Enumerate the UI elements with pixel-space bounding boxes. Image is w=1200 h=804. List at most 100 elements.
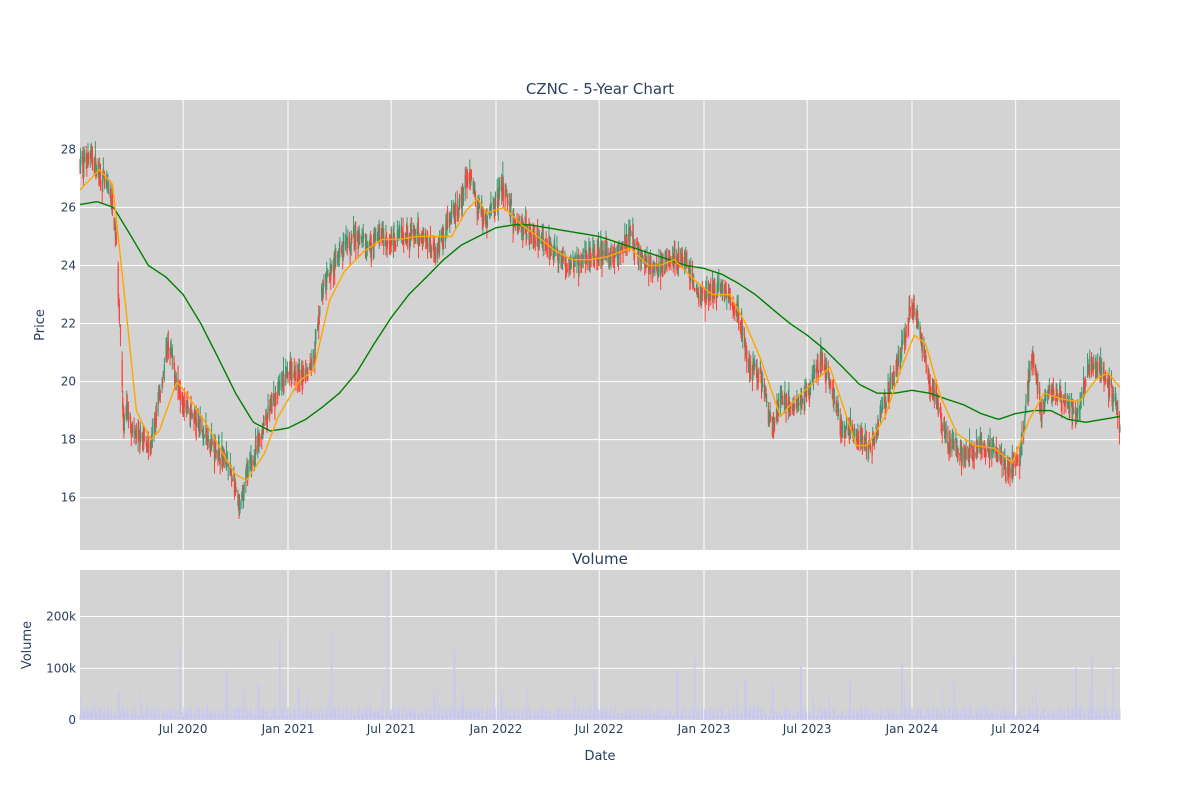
volume-bar xyxy=(134,714,136,720)
volume-bar xyxy=(375,708,377,720)
candle-body xyxy=(102,172,104,184)
volume-bar xyxy=(459,711,460,720)
volume-bar xyxy=(393,708,395,720)
volume-bar xyxy=(794,714,796,720)
volume-bar xyxy=(685,716,687,720)
volume-bar xyxy=(1079,706,1081,720)
volume-bar xyxy=(213,711,215,720)
volume-bar xyxy=(114,710,116,720)
volume-bar xyxy=(952,714,954,720)
volume-bar xyxy=(342,708,344,720)
candle-body xyxy=(812,368,815,381)
candle-body xyxy=(231,477,233,482)
volume-bar xyxy=(832,717,834,720)
volume-bar xyxy=(722,712,724,720)
volume-bar xyxy=(210,709,211,720)
volume-bar xyxy=(596,706,598,720)
volume-bar xyxy=(137,715,139,720)
candle-body xyxy=(319,308,321,314)
candle-body xyxy=(697,291,699,294)
volume-bar xyxy=(257,683,259,720)
volume-bar xyxy=(269,711,271,720)
volume-bar xyxy=(92,711,93,720)
volume-bar xyxy=(553,714,555,720)
volume-bar xyxy=(85,707,87,720)
candle-body xyxy=(496,189,498,198)
candle-body xyxy=(570,261,572,269)
candle-body xyxy=(618,241,620,258)
volume-bar xyxy=(161,717,163,720)
volume-bar xyxy=(182,717,184,720)
volume-bar xyxy=(263,711,264,720)
candle-body xyxy=(996,451,999,459)
candle-body xyxy=(909,307,911,311)
volume-bar xyxy=(301,716,303,720)
candle-body xyxy=(298,369,300,379)
volume-bar xyxy=(1044,716,1046,720)
volume-bar xyxy=(306,697,308,720)
volume-bar xyxy=(676,670,678,720)
volume-bar xyxy=(580,710,582,720)
candle-body xyxy=(833,393,836,395)
volume-bar xyxy=(461,713,463,720)
volume-bar xyxy=(1033,713,1035,720)
candle-body xyxy=(754,363,756,367)
volume-bar xyxy=(568,709,570,720)
candle-body xyxy=(764,387,767,394)
candle-body xyxy=(558,257,560,264)
volume-bar xyxy=(100,709,101,720)
candle-body xyxy=(695,284,698,294)
candle-body xyxy=(693,282,695,284)
candle-body xyxy=(1111,386,1113,403)
volume-bar xyxy=(194,712,196,720)
volume-bar xyxy=(860,707,862,720)
volume-bar xyxy=(1003,709,1005,720)
candle-body xyxy=(972,457,974,459)
volume-bar xyxy=(121,707,123,720)
volume-bar xyxy=(1104,706,1106,720)
candle-body xyxy=(928,374,930,382)
volume-bar xyxy=(850,681,851,720)
price-tick-label: 18 xyxy=(61,433,76,447)
candle-body xyxy=(871,446,873,456)
candle-body xyxy=(788,395,790,401)
volume-bar xyxy=(271,708,273,720)
candle-body xyxy=(117,264,119,297)
volume-bar xyxy=(321,706,323,720)
volume-bar xyxy=(86,709,88,720)
candle-body xyxy=(331,265,333,268)
candle-body xyxy=(190,405,192,408)
volume-bar xyxy=(577,713,579,720)
candle-body xyxy=(927,370,930,376)
volume-bar xyxy=(1047,713,1049,720)
volume-bar xyxy=(630,709,632,720)
candle-body xyxy=(1028,374,1030,381)
volume-bar xyxy=(330,629,332,720)
candle-body xyxy=(963,454,966,460)
volume-bar xyxy=(455,709,456,720)
candle-body xyxy=(175,378,177,383)
volume-bar xyxy=(999,715,1001,720)
candle-body xyxy=(263,423,265,427)
volume-bar xyxy=(82,709,84,720)
volume-bar xyxy=(366,706,368,720)
candlesticks xyxy=(79,141,1121,519)
volume-bar xyxy=(931,708,933,720)
volume-bar xyxy=(900,713,902,720)
volume-bar xyxy=(1007,715,1009,720)
volume-bar xyxy=(633,710,635,720)
volume-bar xyxy=(921,714,923,720)
volume-bar xyxy=(421,707,423,720)
volume-bar xyxy=(963,707,965,720)
candle-body xyxy=(649,254,652,262)
volume-bar xyxy=(155,716,157,720)
volume-bar xyxy=(484,716,486,720)
candle-body xyxy=(1104,377,1106,381)
volume-bar xyxy=(754,704,756,720)
candle-body xyxy=(315,331,317,341)
candle-body xyxy=(1117,407,1119,419)
volume-bar xyxy=(234,708,236,720)
candle-body xyxy=(1087,366,1089,368)
volume-bar xyxy=(307,707,309,720)
candle-body xyxy=(614,247,616,258)
